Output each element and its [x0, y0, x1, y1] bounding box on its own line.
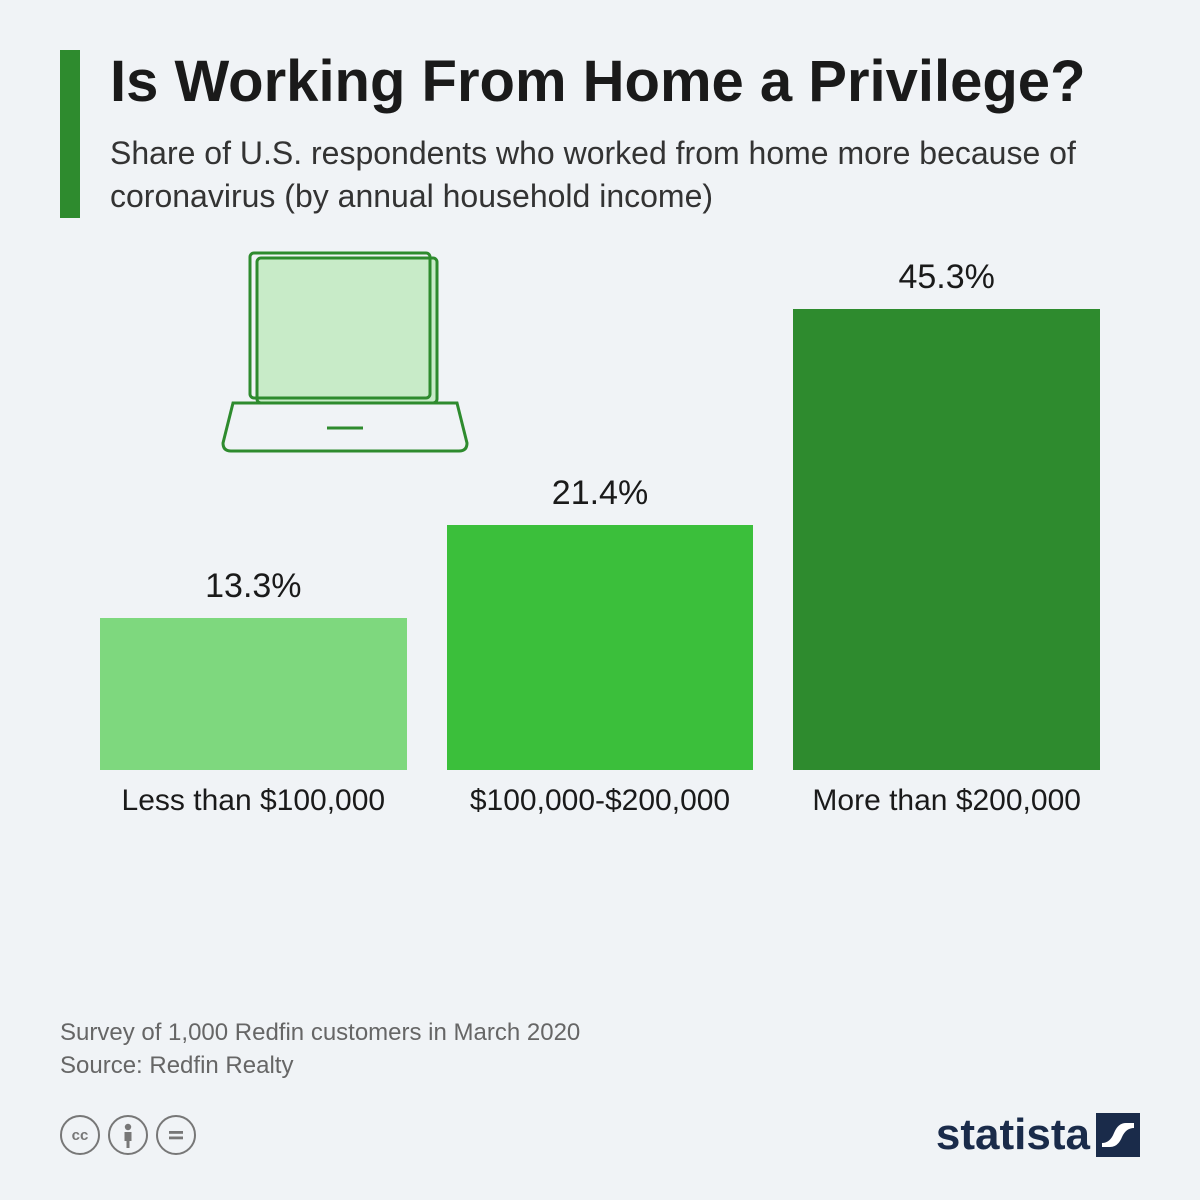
chart-area: 13.3% Less than $100,000 21.4% $100,000-$20…	[100, 258, 1100, 878]
svg-text:cc: cc	[72, 1127, 89, 1144]
attribution-icon	[108, 1115, 148, 1155]
statista-text: statista	[936, 1110, 1090, 1160]
cc-icon: cc	[60, 1115, 100, 1155]
bar-group: 21.4% $100,000-$200,000	[447, 258, 754, 818]
header: Is Working From Home a Privilege? Share …	[60, 50, 1140, 218]
bar-label: More than $200,000	[812, 784, 1081, 818]
license-icons: cc	[60, 1115, 196, 1155]
bar-value: 13.3%	[205, 567, 301, 606]
chart-subtitle: Share of U.S. respondents who worked fro…	[110, 132, 1140, 218]
chart-title: Is Working From Home a Privilege?	[110, 50, 1140, 114]
accent-bar	[60, 50, 80, 218]
bar-value: 21.4%	[552, 474, 648, 513]
bar	[793, 309, 1100, 770]
bar-group: 45.3% More than $200,000	[793, 258, 1100, 818]
nd-icon	[156, 1115, 196, 1155]
bar-value: 45.3%	[898, 258, 994, 297]
bar-label: Less than $100,000	[122, 784, 386, 818]
survey-note-line1: Survey of 1,000 Redfin customers in Marc…	[60, 1017, 1140, 1049]
footer: Survey of 1,000 Redfin customers in Marc…	[60, 1017, 1140, 1160]
laptop-icon	[215, 248, 475, 468]
bar-label: $100,000-$200,000	[470, 784, 730, 818]
statista-logo: statista	[936, 1110, 1140, 1160]
statista-mark-icon	[1096, 1113, 1140, 1157]
survey-note-line2: Source: Redfin Realty	[60, 1050, 1140, 1082]
bar	[447, 525, 754, 771]
bar	[100, 618, 407, 771]
